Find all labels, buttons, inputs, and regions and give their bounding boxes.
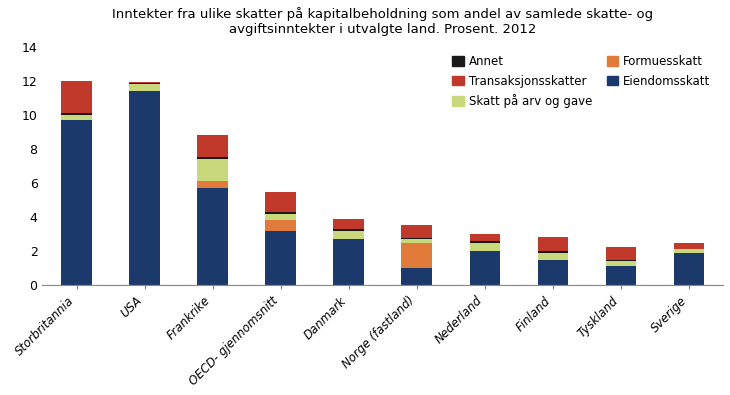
Bar <box>674 243 704 248</box>
Bar <box>334 219 364 229</box>
Bar <box>197 158 228 159</box>
Bar <box>402 268 432 285</box>
Bar <box>266 214 296 220</box>
Legend: Annet, Transaksjonsskatter, Skatt på arv og gave, Formuesskatt, Eiendomsskatt: Annet, Transaksjonsskatter, Skatt på arv… <box>453 55 710 108</box>
Bar <box>402 225 432 238</box>
Bar <box>266 212 296 214</box>
Bar <box>129 84 160 91</box>
Bar <box>402 239 432 243</box>
Bar <box>674 253 704 285</box>
Bar <box>606 247 637 260</box>
Bar <box>129 91 160 285</box>
Bar <box>61 115 92 120</box>
Bar <box>61 81 92 113</box>
Bar <box>674 249 704 253</box>
Bar <box>334 239 364 285</box>
Bar <box>469 234 500 241</box>
Bar <box>469 251 500 285</box>
Bar <box>606 261 637 267</box>
Bar <box>129 82 160 83</box>
Bar <box>266 192 296 212</box>
Bar <box>402 243 432 268</box>
Bar <box>537 253 568 260</box>
Bar <box>469 243 500 251</box>
Bar <box>266 220 296 231</box>
Bar <box>402 238 432 239</box>
Bar <box>537 260 568 285</box>
Bar <box>537 237 568 251</box>
Bar <box>606 267 637 285</box>
Bar <box>469 241 500 243</box>
Bar <box>197 188 228 285</box>
Bar <box>674 248 704 249</box>
Bar <box>537 251 568 253</box>
Bar <box>197 135 228 158</box>
Bar <box>334 231 364 239</box>
Bar <box>61 113 92 115</box>
Bar <box>197 159 228 181</box>
Bar <box>197 181 228 188</box>
Bar <box>61 120 92 285</box>
Bar <box>266 231 296 285</box>
Bar <box>606 260 637 261</box>
Bar <box>129 83 160 84</box>
Bar <box>334 229 364 231</box>
Title: Inntekter fra ulike skatter på kapitalbeholdning som andel av samlede skatte- og: Inntekter fra ulike skatter på kapitalbe… <box>112 7 653 36</box>
